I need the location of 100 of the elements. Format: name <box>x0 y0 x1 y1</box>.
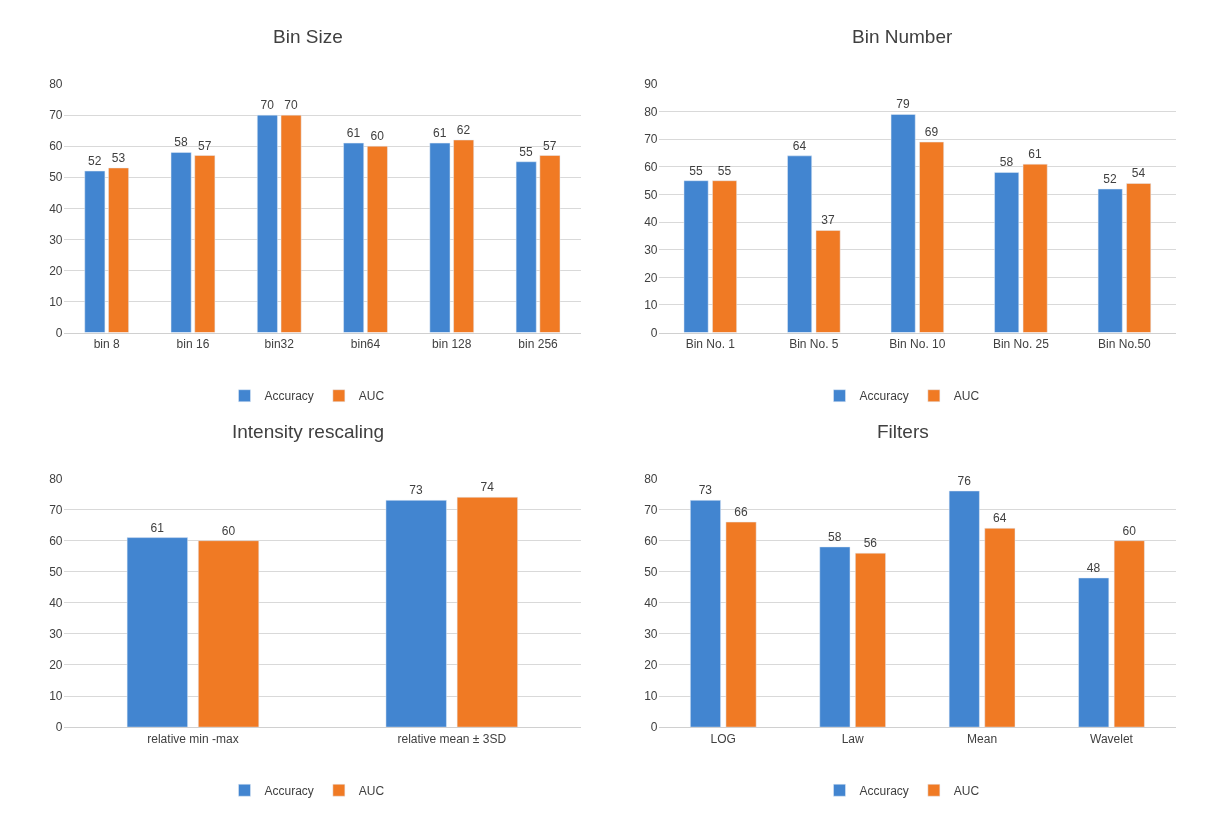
x-tick-label: bin 8 <box>93 337 121 351</box>
chart-title: Intensity rescaling <box>232 421 385 442</box>
x-tick-label: Bin No. 25 <box>992 337 1050 351</box>
data-label: 55 <box>689 163 703 178</box>
y-tick-label: 10 <box>644 298 658 313</box>
bar <box>126 537 188 728</box>
y-tick-label: 50 <box>644 564 658 579</box>
bar <box>725 521 757 728</box>
y-tick-label: 50 <box>49 564 63 579</box>
data-label: 60 <box>370 129 385 144</box>
y-tick-label: 30 <box>49 627 63 642</box>
x-tick-label: bin 256 <box>518 337 559 351</box>
legend-label: Accuracy <box>264 389 314 404</box>
data-label: 73 <box>698 483 713 498</box>
bar <box>257 114 278 333</box>
bar <box>819 546 851 728</box>
y-tick-label: 30 <box>49 232 63 247</box>
data-label: 60 <box>221 523 236 538</box>
data-label: 48 <box>1086 560 1101 575</box>
bar <box>683 180 709 333</box>
y-tick-label: 70 <box>49 108 63 123</box>
x-tick-label: Wavelet <box>1090 731 1134 746</box>
y-tick-label: 80 <box>644 471 658 486</box>
data-label: 58 <box>999 155 1014 170</box>
y-tick-label: 20 <box>49 658 63 673</box>
y-tick-label: 20 <box>644 658 658 673</box>
bar <box>984 528 1016 728</box>
y-tick-label: 90 <box>644 77 658 92</box>
data-label: 66 <box>734 505 748 520</box>
bar <box>948 490 980 728</box>
bar <box>1113 540 1145 728</box>
y-tick-label: 80 <box>49 77 63 92</box>
data-label: 52 <box>87 154 102 169</box>
y-tick-label: 20 <box>49 263 63 278</box>
x-tick-label: LOG <box>710 731 736 746</box>
y-tick-label: 70 <box>49 502 63 517</box>
data-label: 73 <box>409 483 424 498</box>
data-label: 76 <box>957 473 972 488</box>
data-label: 58 <box>174 135 188 150</box>
bar <box>690 500 721 728</box>
y-tick-label: 40 <box>644 215 658 230</box>
y-tick-label: 20 <box>644 270 658 285</box>
data-label: 57 <box>543 138 557 153</box>
y-tick-label: 10 <box>49 689 63 704</box>
bar <box>1022 163 1048 333</box>
bar <box>1078 577 1110 728</box>
legend-label: AUC <box>358 389 385 404</box>
bar <box>456 496 518 728</box>
bar <box>453 139 474 333</box>
x-tick-label: bin 128 <box>432 337 472 351</box>
data-label: 74 <box>480 480 495 495</box>
bar <box>343 142 364 333</box>
y-tick-label: 0 <box>650 325 658 340</box>
data-label: 58 <box>828 529 842 544</box>
data-label: 55 <box>717 163 732 178</box>
bar <box>712 180 737 333</box>
chart-title: Filters <box>877 421 929 442</box>
chart-title: Bin Size <box>273 26 343 47</box>
bar <box>815 230 841 333</box>
y-tick-label: 60 <box>644 533 658 548</box>
y-tick-label: 60 <box>49 139 63 154</box>
y-tick-label: 70 <box>644 502 658 517</box>
y-tick-label: 0 <box>55 325 63 340</box>
y-tick-label: 30 <box>644 627 658 642</box>
y-tick-label: 80 <box>644 104 658 119</box>
y-tick-label: 50 <box>644 187 658 202</box>
data-label: 57 <box>197 138 212 153</box>
data-label: 53 <box>111 150 126 165</box>
bar <box>385 500 447 728</box>
y-tick-label: 70 <box>644 132 658 147</box>
x-tick-label: Bin No. 5 <box>789 337 839 351</box>
bar <box>787 155 812 333</box>
data-label: 70 <box>284 98 298 113</box>
x-tick-label: bin 16 <box>176 337 210 351</box>
bar <box>108 167 129 333</box>
x-tick-label: bin32 <box>264 337 295 351</box>
x-tick-label: bin64 <box>350 337 381 351</box>
y-tick-label: 80 <box>49 471 63 486</box>
data-label: 61 <box>150 520 165 535</box>
y-tick-label: 0 <box>55 720 63 735</box>
legend-label: Accuracy <box>859 783 909 798</box>
legend-label: AUC <box>953 783 980 798</box>
bar <box>1126 183 1152 333</box>
bar <box>539 155 561 333</box>
data-label: 55 <box>519 144 534 159</box>
data-label: 37 <box>821 213 835 228</box>
data-label: 61 <box>346 126 361 141</box>
data-label: 70 <box>260 98 275 113</box>
legend-label: Accuracy <box>264 783 314 798</box>
data-label: 64 <box>993 511 1007 526</box>
x-tick-label: Law <box>841 731 865 746</box>
y-tick-label: 40 <box>49 596 63 611</box>
bar <box>280 114 302 333</box>
data-label: 52 <box>1103 172 1118 187</box>
bar <box>84 170 106 333</box>
y-tick-label: 10 <box>644 689 658 704</box>
bar <box>515 161 537 333</box>
data-label: 56 <box>863 536 878 551</box>
y-tick-label: 40 <box>49 201 63 216</box>
bar <box>429 142 451 333</box>
